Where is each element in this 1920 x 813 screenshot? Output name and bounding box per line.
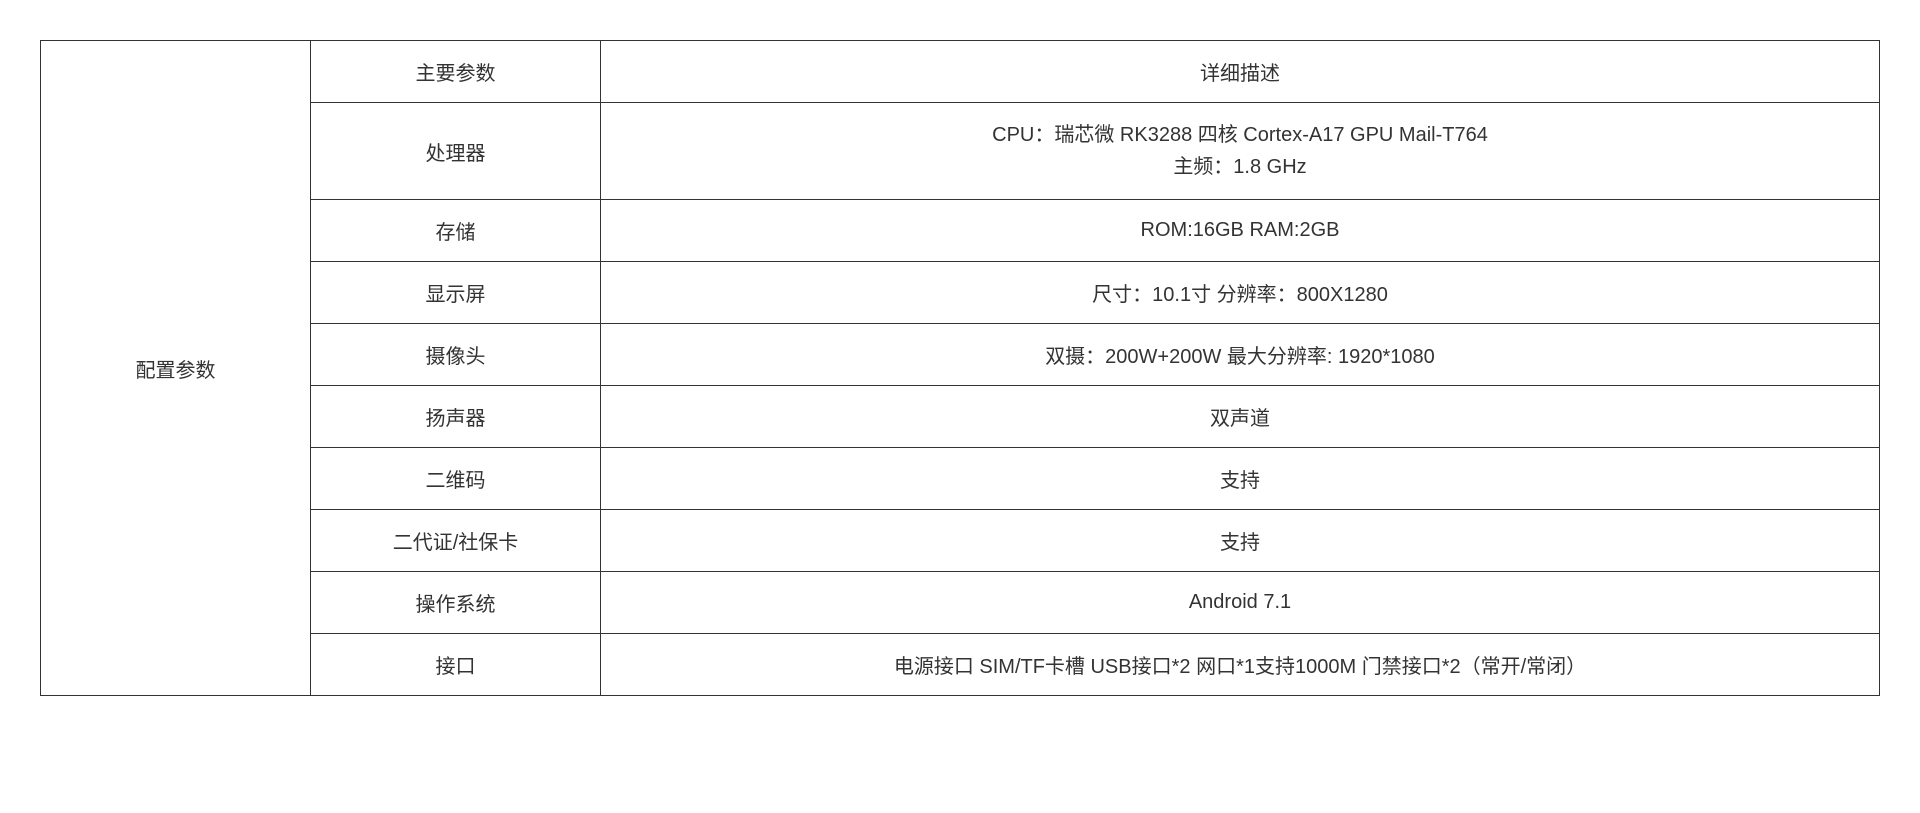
param-cell: 摄像头 (311, 324, 601, 386)
param-cell: 扬声器 (311, 386, 601, 448)
detail-cell: 电源接口 SIM/TF卡槽 USB接口*2 网口*1支持1000M 门禁接口*2… (601, 634, 1880, 696)
table-row: 二代证/社保卡 支持 (41, 510, 1880, 572)
param-cell: 存储 (311, 200, 601, 262)
param-cell: 二维码 (311, 448, 601, 510)
table-row: 显示屏 尺寸：10.1寸 分辨率：800X1280 (41, 262, 1880, 324)
param-cell: 二代证/社保卡 (311, 510, 601, 572)
param-cell: 接口 (311, 634, 601, 696)
table-row: 接口 电源接口 SIM/TF卡槽 USB接口*2 网口*1支持1000M 门禁接… (41, 634, 1880, 696)
detail-cell: 支持 (601, 510, 1880, 572)
detail-cell: Android 7.1 (601, 572, 1880, 634)
param-cell: 操作系统 (311, 572, 601, 634)
category-cell: 配置参数 (41, 41, 311, 696)
detail-cell: 双摄：200W+200W 最大分辨率: 1920*1080 (601, 324, 1880, 386)
header-param-cell: 主要参数 (311, 41, 601, 103)
detail-cell: 双声道 (601, 386, 1880, 448)
header-detail-cell: 详细描述 (601, 41, 1880, 103)
detail-line: CPU：瑞芯微 RK3288 四核 Cortex-A17 GPU Mail-T7… (992, 124, 1488, 146)
table-row: 摄像头 双摄：200W+200W 最大分辨率: 1920*1080 (41, 324, 1880, 386)
table-row: 处理器 CPU：瑞芯微 RK3288 四核 Cortex-A17 GPU Mai… (41, 103, 1880, 200)
table-row: 操作系统 Android 7.1 (41, 572, 1880, 634)
table-row: 二维码 支持 (41, 448, 1880, 510)
param-cell: 处理器 (311, 103, 601, 200)
detail-cell: 尺寸：10.1寸 分辨率：800X1280 (601, 262, 1880, 324)
table-row: 扬声器 双声道 (41, 386, 1880, 448)
table-row: 存储 ROM:16GB RAM:2GB (41, 200, 1880, 262)
param-cell: 显示屏 (311, 262, 601, 324)
table-header-row: 配置参数 主要参数 详细描述 (41, 41, 1880, 103)
detail-cell: ROM:16GB RAM:2GB (601, 200, 1880, 262)
detail-cell: CPU：瑞芯微 RK3288 四核 Cortex-A17 GPU Mail-T7… (601, 103, 1880, 200)
detail-cell: 支持 (601, 448, 1880, 510)
detail-line: 主频：1.8 GHz (1173, 156, 1306, 178)
specification-table: 配置参数 主要参数 详细描述 处理器 CPU：瑞芯微 RK3288 四核 Cor… (40, 40, 1880, 696)
